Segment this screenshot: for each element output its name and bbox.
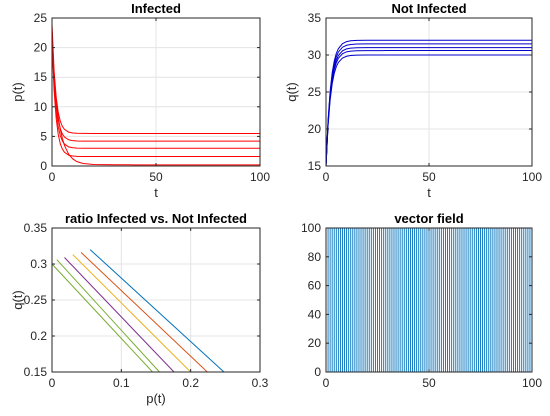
y-tick-label: 0.25 bbox=[24, 293, 48, 307]
y-tick-label: 20 bbox=[308, 336, 322, 350]
y-tick-label: 0.3 bbox=[30, 257, 47, 271]
y-tick-label: 15 bbox=[34, 70, 48, 84]
x-axis-label: t bbox=[427, 185, 431, 200]
y-tick-label: 40 bbox=[308, 307, 322, 321]
series-group bbox=[326, 228, 532, 372]
y-tick-label: 25 bbox=[308, 85, 322, 99]
series-line-5 bbox=[56, 259, 160, 372]
panel-vector-field: 0 50 100 0 20 40 60 80 100 vector field bbox=[301, 211, 542, 390]
y-axis-label: p(t) bbox=[10, 82, 25, 102]
y-tick-label: 35 bbox=[308, 11, 322, 25]
x-axis-label: p(t) bbox=[146, 391, 166, 406]
y-tick-label: 100 bbox=[301, 221, 321, 235]
x-tick-label: 0 bbox=[323, 376, 330, 390]
y-tick-label: 5 bbox=[40, 129, 47, 143]
x-tick-label: 100 bbox=[522, 170, 542, 184]
x-tick-label: 0 bbox=[49, 170, 56, 184]
x-tick-label: 0.3 bbox=[252, 376, 269, 390]
y-tick-label: 15 bbox=[308, 159, 322, 173]
y-tick-label: 25 bbox=[34, 11, 48, 25]
y-axis-label: q(t) bbox=[284, 82, 299, 102]
y-tick-label: 80 bbox=[308, 250, 322, 264]
series-line-3 bbox=[72, 254, 192, 372]
y-tick-label: 20 bbox=[34, 41, 48, 55]
x-axis-label: t bbox=[154, 185, 158, 200]
chart-title: ratio Infected vs. Not Infected bbox=[65, 211, 247, 226]
y-tick-label: 60 bbox=[308, 279, 322, 293]
series-line-2 bbox=[80, 252, 208, 372]
series-group bbox=[326, 39, 532, 166]
series-line-5 bbox=[326, 54, 532, 166]
x-tick-label: 50 bbox=[149, 170, 163, 184]
series-line-4 bbox=[64, 257, 175, 372]
y-tick-label: 30 bbox=[308, 48, 322, 62]
chart-title: Not Infected bbox=[391, 1, 466, 16]
series-group bbox=[52, 249, 225, 372]
y-tick-label: 10 bbox=[34, 100, 48, 114]
x-tick-label: 50 bbox=[422, 170, 436, 184]
y-tick-label: 0.2 bbox=[30, 329, 47, 343]
x-tick-label: 50 bbox=[422, 376, 436, 390]
chart-title: Infected bbox=[131, 1, 181, 16]
series-line-1 bbox=[89, 249, 225, 372]
panel-ratio: 0 0.1 0.2 0.3 0.15 0.2 0.25 0.3 0.35 ratio Infect… bbox=[10, 211, 269, 406]
x-tick-label: 0.2 bbox=[182, 376, 199, 390]
series-line-1 bbox=[52, 23, 260, 134]
y-tick-label: 0.15 bbox=[24, 365, 48, 379]
series-group bbox=[52, 23, 260, 166]
series-line-4 bbox=[52, 41, 260, 158]
x-tick-label: 0 bbox=[323, 170, 330, 184]
x-tick-label: 0.1 bbox=[113, 376, 130, 390]
y-tick-label: 20 bbox=[308, 122, 322, 136]
y-tick-label: 0 bbox=[314, 365, 321, 379]
series-line-3 bbox=[52, 35, 260, 149]
chart-title: vector field bbox=[394, 211, 463, 226]
series-line-5 bbox=[52, 47, 260, 166]
x-tick-label: 0 bbox=[49, 376, 56, 390]
x-tick-label: 100 bbox=[522, 376, 542, 390]
y-axis-label: q(t) bbox=[10, 290, 25, 310]
x-tick-label: 100 bbox=[250, 170, 270, 184]
panel-not-infected: 0 50 100 15 20 25 30 35 Not Infected t q(t) bbox=[284, 1, 542, 200]
y-tick-label: 0.35 bbox=[24, 221, 48, 235]
panel-infected: 0 50 100 0 5 10 15 20 25 Infected t p(t) bbox=[10, 1, 270, 200]
y-tick-label: 0 bbox=[40, 159, 47, 173]
series-line-6 bbox=[52, 263, 153, 372]
